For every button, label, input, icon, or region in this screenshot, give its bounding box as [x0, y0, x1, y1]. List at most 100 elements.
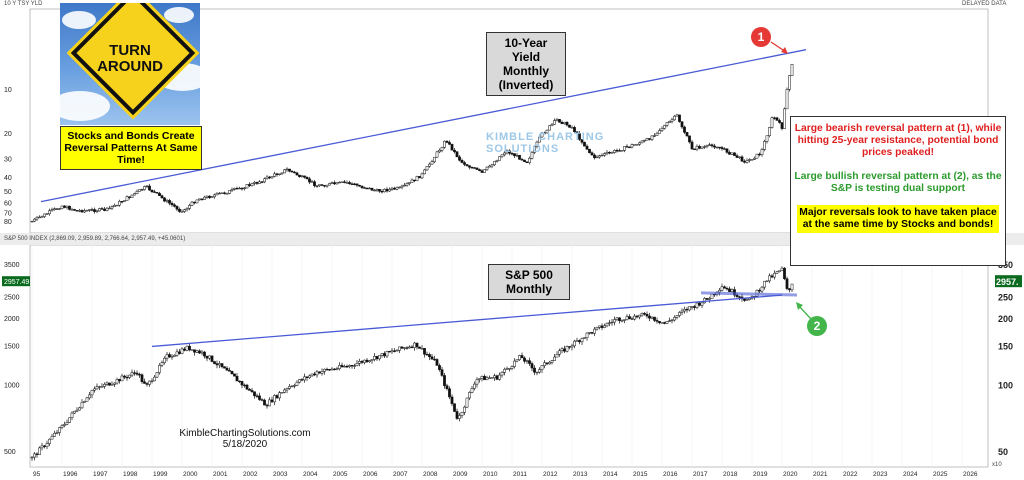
- spx-candle: [383, 353, 386, 357]
- yield-candle: [285, 168, 289, 171]
- yield-candle: [548, 125, 551, 131]
- yield-candle: [203, 196, 206, 200]
- delayed-data-label: DELAYED DATA: [962, 1, 1007, 7]
- spx-candle: [473, 383, 476, 389]
- spx-candle: [318, 371, 321, 374]
- yield-candle: [103, 208, 106, 211]
- yield-candle: [380, 190, 384, 193]
- yield-candle: [473, 167, 476, 169]
- spx-candle: [788, 288, 791, 291]
- spx-candle: [615, 317, 619, 320]
- spx-candle: [70, 412, 74, 419]
- spx-candle: [203, 351, 206, 357]
- yield-candle: [693, 148, 696, 150]
- yield-candle: [245, 184, 249, 189]
- spx-candle: [413, 342, 416, 348]
- spx-candle: [48, 438, 51, 444]
- spx-candle: [768, 275, 771, 282]
- yield-candle: [403, 184, 406, 187]
- yield-candle: [518, 154, 521, 160]
- yield-candle: [253, 182, 256, 184]
- yield-candle: [418, 176, 421, 179]
- yield-candle: [635, 144, 639, 146]
- spx-candle: [63, 424, 66, 426]
- yield-candle: [470, 167, 474, 169]
- yield-candle: [673, 115, 676, 121]
- spx-candle: [208, 355, 211, 359]
- yield-candle: [600, 154, 604, 157]
- spx-candle: [678, 312, 681, 316]
- yield-candle: [155, 192, 159, 194]
- y-tick-label-left: 500: [4, 449, 16, 456]
- bearish-note: Large bearish reversal pattern at (1), w…: [794, 123, 1002, 158]
- last-price-label-right: 2957.: [996, 277, 1019, 287]
- yield-candle: [653, 135, 656, 137]
- sign-line2: AROUND: [97, 58, 163, 75]
- yield-candle: [760, 149, 764, 156]
- yield-candle: [763, 141, 766, 150]
- yield-candle: [173, 204, 176, 207]
- spx-candle: [223, 366, 226, 369]
- spx-candle: [160, 362, 164, 366]
- yield-candle: [40, 216, 44, 218]
- spx-candle: [763, 280, 766, 288]
- spx-candle: [433, 358, 436, 361]
- yield-candle: [400, 185, 404, 188]
- yield-candle: [50, 209, 54, 212]
- yield-candle: [143, 186, 146, 190]
- spx-candle: [495, 375, 499, 380]
- yield-candle: [200, 198, 204, 200]
- yield-candle: [365, 187, 369, 190]
- x-tick-label: 2008: [423, 471, 438, 478]
- yield-candle: [185, 208, 189, 211]
- x-tick-label: 2022: [843, 471, 858, 478]
- yield-candle: [210, 196, 214, 198]
- spx-candle: [530, 363, 534, 369]
- spx-candle: [735, 294, 739, 297]
- chart-frames: [0, 8, 1024, 468]
- yield-candle: [568, 124, 571, 128]
- marker-2: 2: [807, 316, 827, 336]
- yield-candle: [73, 209, 76, 211]
- spx-candle: [590, 332, 594, 334]
- yield-candle: [468, 165, 471, 168]
- x-tick-label: 2013: [573, 471, 588, 478]
- spx-candle: [55, 432, 59, 434]
- spx-candle: [550, 360, 554, 363]
- yield-candle: [428, 163, 431, 167]
- spx-candle: [150, 380, 154, 382]
- spx-candle: [353, 365, 356, 367]
- yield-candle: [243, 187, 246, 190]
- yield-candle: [310, 181, 314, 183]
- spx-candle: [93, 388, 96, 391]
- yield-candle: [30, 220, 34, 223]
- spx-candle: [268, 399, 271, 407]
- spx-candle: [685, 308, 689, 311]
- yield-candle: [493, 161, 496, 166]
- spx-candle: [128, 374, 131, 378]
- yield-candle: [583, 142, 586, 147]
- yield-candle: [250, 183, 254, 186]
- x-tick-label: 1999: [153, 471, 168, 478]
- yield-candle: [735, 155, 739, 158]
- yield-candle: [320, 184, 324, 186]
- yield-candle: [750, 159, 754, 161]
- yield-candle: [685, 132, 689, 137]
- yield-candle: [230, 189, 234, 191]
- spx-candle: [185, 345, 189, 351]
- yield-candle: [148, 185, 151, 191]
- x-tick-label: 2019: [753, 471, 768, 478]
- spx-candle: [655, 320, 659, 322]
- x-tick-label: 2025: [933, 471, 948, 478]
- yield-candle: [665, 122, 669, 126]
- spx-candle: [190, 349, 194, 351]
- yield-candle: [430, 161, 434, 165]
- spx-candle: [440, 369, 444, 376]
- top-title-line2: Yield Monthly: [503, 50, 549, 78]
- spx-candle: [578, 340, 581, 343]
- y-tick-label-top: 10: [4, 87, 12, 94]
- yield-candle: [188, 205, 191, 209]
- spx-candle: [545, 362, 549, 365]
- x-tick-label: 2014: [603, 471, 618, 478]
- yield-candle: [655, 133, 659, 136]
